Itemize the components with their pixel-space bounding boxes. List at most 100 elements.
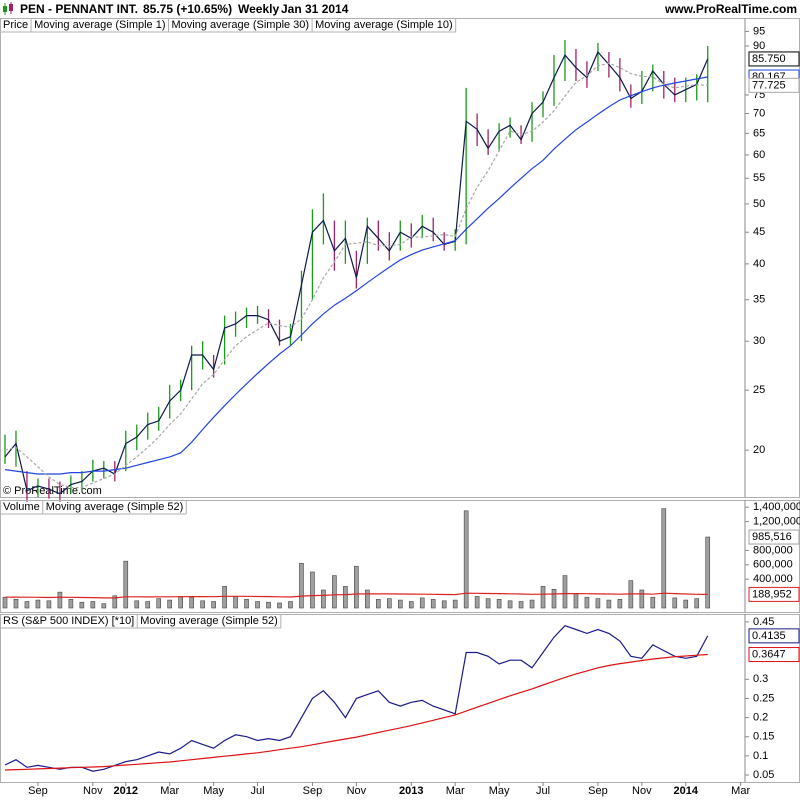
last-value-box (748, 77, 800, 93)
volume-bar (354, 565, 359, 609)
volume-bar (485, 598, 491, 609)
series-line (4, 625, 709, 772)
volume-bar (452, 599, 458, 609)
legend-label: Moving average (Simple 1) (34, 19, 165, 31)
y-tick-label: 65 (753, 127, 765, 139)
volume-bar (463, 510, 469, 609)
volume-bar (46, 600, 52, 609)
last-value-label: 0.4135 (752, 630, 786, 642)
y-tick-label: 1,200,000 (753, 516, 800, 528)
x-tick-label: Mar (446, 785, 465, 797)
x-tick-label: Mar (160, 785, 179, 797)
volume-bar (255, 601, 260, 609)
series-line (4, 50, 709, 495)
volume-bar (145, 601, 151, 609)
y-tick-label: 40 (753, 258, 765, 270)
volume-bar (189, 596, 194, 609)
x-tick-label: May (489, 785, 510, 797)
date: Jan 31 2014 (281, 2, 349, 16)
volume-bar (694, 598, 700, 609)
legend-label: Moving average (Simple 30) (172, 19, 310, 31)
volume-bar (178, 596, 183, 609)
last-value-box (748, 51, 800, 67)
volume-bar (343, 586, 348, 609)
last-value-label: 0.3647 (752, 648, 786, 660)
last-value-label: 188,952 (752, 588, 792, 600)
series-line (4, 592, 708, 599)
x-tick-label: Nov (83, 785, 103, 797)
volume-bar (529, 599, 535, 609)
volume-bar (123, 560, 129, 609)
volume-bar (474, 596, 480, 609)
y-tick-label: 0.1 (753, 750, 768, 762)
volume-bar (496, 599, 502, 609)
source: www.ProRealTime.com (664, 2, 797, 16)
last-value-box (748, 529, 800, 545)
volume-bar (167, 599, 172, 609)
y-tick-label: 0.15 (753, 731, 774, 743)
legend-label: Moving average (Simple 10) (315, 19, 453, 31)
y-tick-label: 35 (753, 294, 765, 306)
volume-bar (540, 586, 546, 609)
volume-bar (13, 599, 19, 609)
volume-bar (562, 575, 568, 609)
y-tick-label: 800,000 (753, 544, 793, 556)
y-tick-label: 95 (753, 25, 765, 37)
series-line (4, 653, 708, 771)
volume-bar (365, 589, 370, 609)
y-tick-label: 60 (753, 149, 765, 161)
volume-bar (573, 593, 579, 609)
volume-bar (595, 598, 601, 609)
volume-bar (507, 600, 513, 609)
volume-bar (277, 602, 282, 609)
x-tick-label: Sep (303, 785, 323, 797)
volume-bar (321, 589, 326, 609)
volume-bar (310, 571, 315, 609)
volume-bar (288, 601, 293, 609)
volume-bar (222, 586, 227, 609)
y-tick-label: 600,000 (753, 559, 793, 571)
volume-bar (705, 536, 711, 609)
x-tick-label: Nov (347, 785, 367, 797)
period: Weekly (238, 2, 279, 16)
y-tick-label: 0.05 (753, 769, 774, 781)
volume-bar (57, 591, 63, 609)
volume-bar (24, 601, 30, 609)
volume-bar (332, 575, 337, 609)
volume-bar (430, 599, 436, 609)
volume-bar (101, 603, 107, 609)
last-value-label: 985,516 (752, 531, 792, 543)
legend-label: Volume (3, 501, 40, 513)
volume-bar (441, 600, 447, 609)
x-tick-label: Jul (251, 785, 265, 797)
volume-bar (200, 600, 205, 609)
volume-bar (2, 596, 8, 609)
legend-label: Moving average (Simple 52) (46, 501, 184, 513)
volume-bar (617, 599, 623, 609)
x-tick-label: Sep (588, 785, 608, 797)
volume-bar (397, 599, 403, 609)
last-value-box (748, 628, 800, 644)
legend-label: Price (3, 19, 28, 31)
volume-bar (408, 601, 414, 609)
last-value-label: 77.725 (752, 79, 786, 91)
x-tick-label: 2013 (399, 785, 423, 797)
volume-bar (584, 596, 590, 609)
y-tick-label: 90 (753, 40, 765, 52)
y-tick-label: 50 (753, 198, 765, 210)
y-tick-label: 25 (753, 384, 765, 396)
quote: 85.75 (+10.65%) (143, 2, 232, 16)
series-line (4, 62, 708, 489)
legend-label: RS (S&P 500 INDEX) [*10] (3, 615, 134, 627)
volume-bar (266, 601, 271, 609)
volume-bar (606, 599, 612, 609)
legend-label: Moving average (Simple 52) (140, 615, 278, 627)
volume-bar (68, 599, 74, 609)
y-tick-label: 70 (753, 107, 765, 119)
last-value-box (748, 647, 800, 663)
x-tick-label: 2012 (114, 785, 138, 797)
symbol-title: PEN - PENNANT INT. (20, 2, 138, 16)
